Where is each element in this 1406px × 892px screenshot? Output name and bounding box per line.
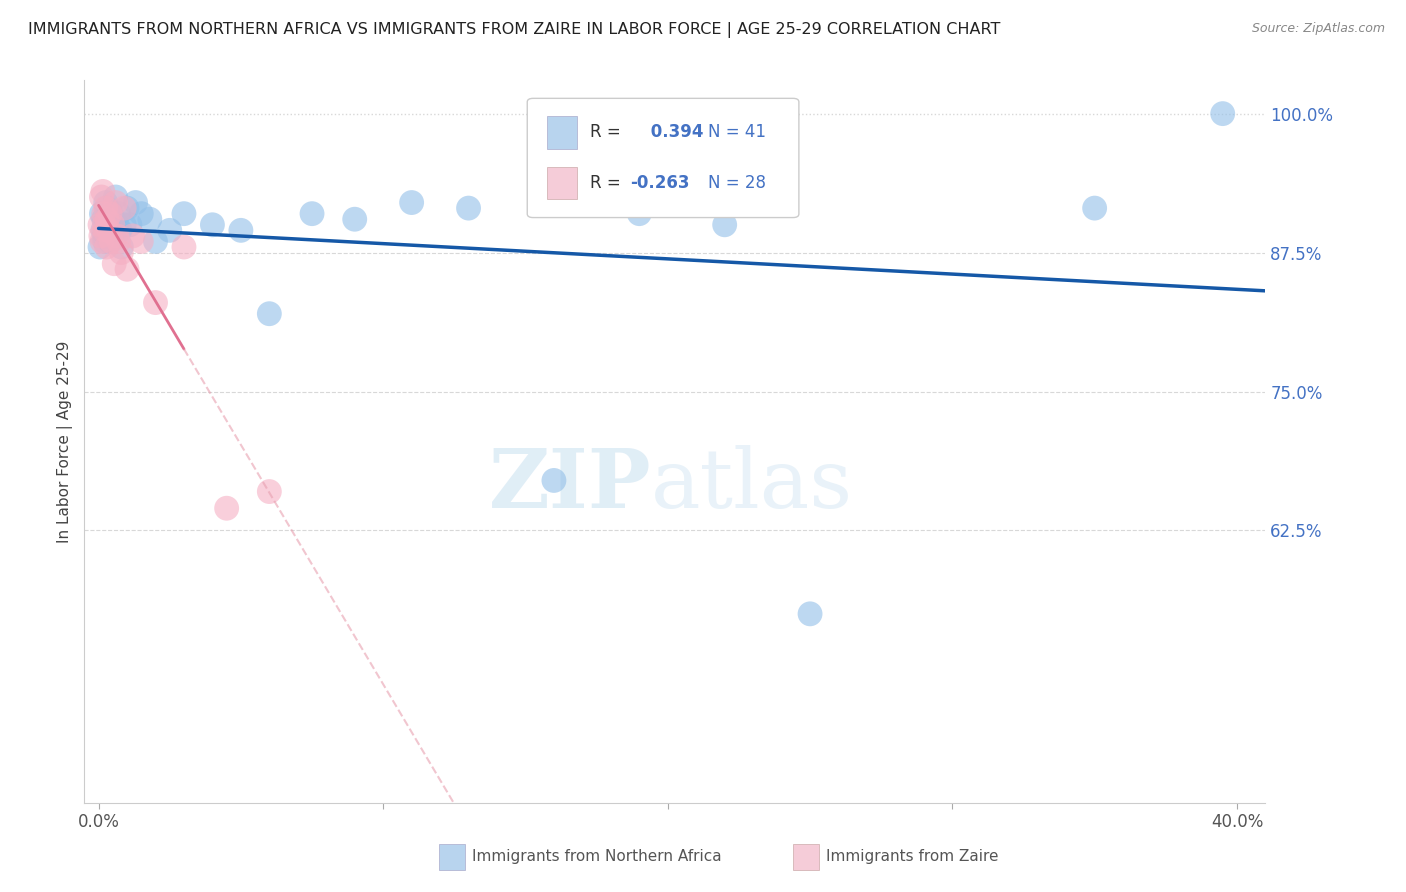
Point [1084,201,1107,215]
Point [301,207,323,221]
Point [94,235,117,249]
Text: 0.394: 0.394 [645,123,704,141]
Point [173,207,195,221]
Point [93,228,115,243]
Point [713,218,735,232]
Point [105,218,128,232]
Point [89,240,111,254]
Bar [547,167,576,199]
Point [91,223,114,237]
Point [115,262,138,277]
Point [103,223,125,237]
Point [401,195,423,210]
Point [104,190,127,204]
Text: N = 41: N = 41 [709,123,766,141]
Point [98,235,121,249]
Text: Source: ZipAtlas.com: Source: ZipAtlas.com [1251,22,1385,36]
Point [124,195,146,210]
Point [112,201,135,215]
Point [799,607,821,621]
Bar [547,116,576,149]
Point [91,185,114,199]
Point [96,218,118,232]
Point [229,223,252,237]
Point [259,307,281,321]
Point [110,240,132,254]
Point [96,201,118,215]
Point [101,218,124,232]
Point [100,235,122,249]
Point [94,195,117,210]
Point [97,228,120,243]
Point [215,501,238,516]
Point [91,235,114,249]
Point [107,207,129,221]
Text: atlas: atlas [651,445,853,524]
Text: Immigrants from Zaire: Immigrants from Zaire [827,849,998,864]
Point [129,207,152,221]
Point [105,228,128,243]
FancyBboxPatch shape [527,98,799,218]
Point [94,223,117,237]
Point [112,218,135,232]
Point [108,223,131,237]
Text: R =: R = [591,123,620,141]
Text: R =: R = [591,174,620,192]
Point [129,235,152,249]
Point [97,223,120,237]
Point [115,201,138,215]
Point [90,190,112,204]
Point [90,207,112,221]
Point [96,240,118,254]
Point [90,228,112,243]
Point [121,228,143,243]
Point [145,235,167,249]
Point [343,212,366,227]
Point [259,484,281,499]
Text: Immigrants from Northern Africa: Immigrants from Northern Africa [472,849,721,864]
Point [103,257,125,271]
Text: -0.263: -0.263 [630,174,689,192]
Point [173,240,195,254]
Bar [793,844,818,870]
Point [107,235,129,249]
Point [93,218,115,232]
Point [159,223,181,237]
Point [104,195,127,210]
Text: ZIP: ZIP [489,445,651,524]
Point [139,212,162,227]
Point [96,212,118,227]
Point [101,212,124,227]
Point [201,218,224,232]
Point [457,201,479,215]
Point [145,295,167,310]
Point [94,201,117,215]
Text: IMMIGRANTS FROM NORTHERN AFRICA VS IMMIGRANTS FROM ZAIRE IN LABOR FORCE | AGE 25: IMMIGRANTS FROM NORTHERN AFRICA VS IMMIG… [28,22,1001,38]
Point [93,207,115,221]
Bar [439,844,464,870]
Point [628,207,651,221]
Point [93,212,115,227]
Text: N = 28: N = 28 [709,174,766,192]
Point [110,245,132,260]
Point [89,218,111,232]
Y-axis label: In Labor Force | Age 25-29: In Labor Force | Age 25-29 [58,341,73,542]
Point [1212,106,1234,120]
Point [118,218,141,232]
Point [98,207,121,221]
Point [543,474,565,488]
Point [100,207,122,221]
